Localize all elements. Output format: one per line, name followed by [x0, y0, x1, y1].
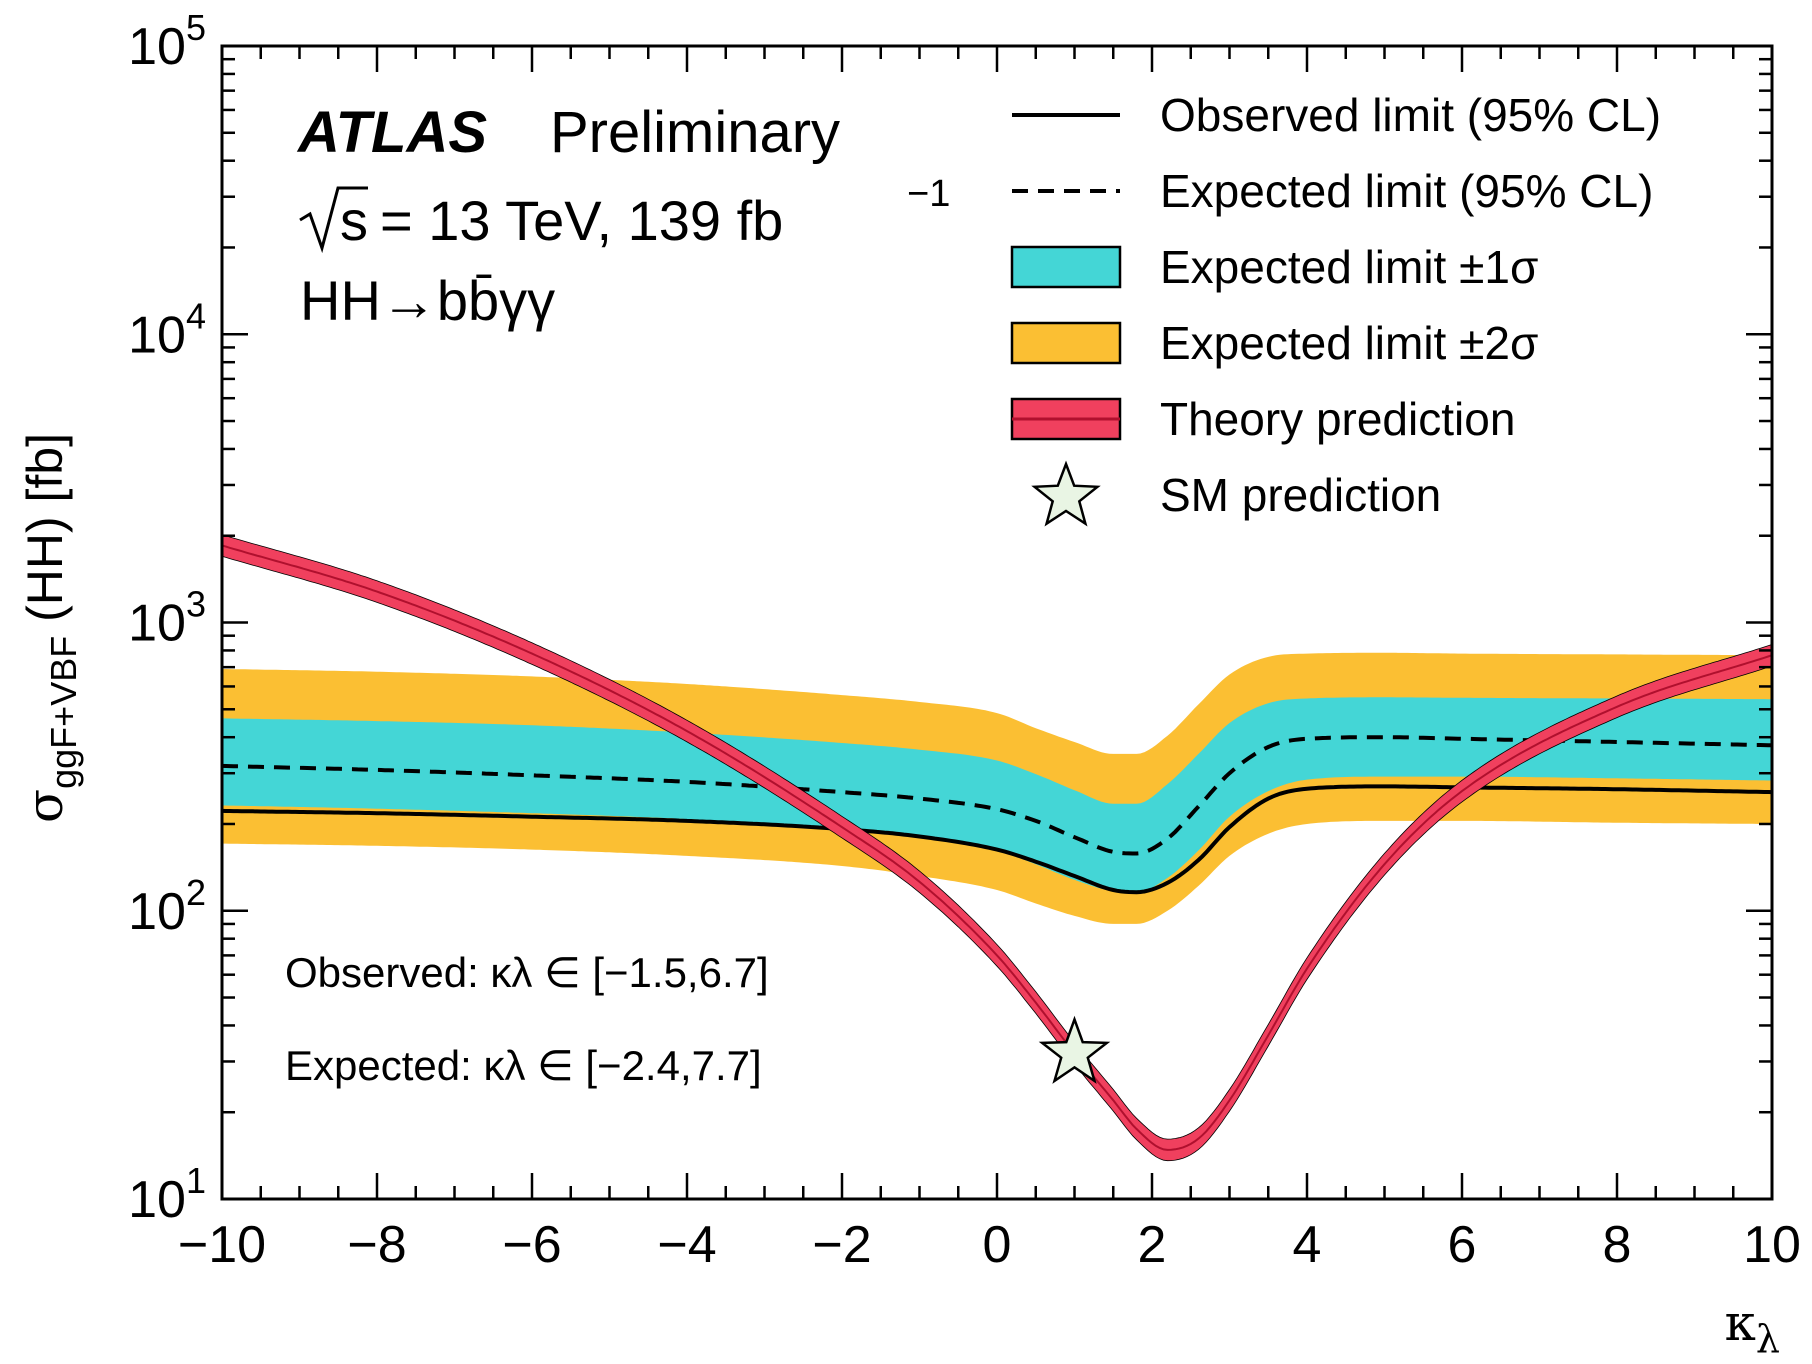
bands-layer [222, 652, 1772, 924]
legend-entry: Observed limit (95% CL) [1012, 89, 1661, 141]
legend-swatch-band1 [1010, 245, 1122, 289]
sm-star-marker [1038, 1015, 1111, 1084]
x-tick-label: −10 [178, 1216, 266, 1274]
x-tick-label: 6 [1448, 1216, 1477, 1274]
observed-line [222, 784, 1772, 895]
legend-label: Expected limit ±1σ [1160, 241, 1538, 293]
legend-label: Expected limit (95% CL) [1160, 165, 1653, 217]
y-tick-label: 105 [128, 7, 206, 76]
legend-swatch-band2 [1010, 321, 1122, 365]
x-tick-label: 8 [1603, 1216, 1632, 1274]
y-tick-labels: 101 102 103 104 105 [128, 7, 206, 1229]
x-axis-title: κλ [1725, 1294, 1780, 1361]
legend-entry: Theory prediction [1010, 393, 1515, 445]
theory-line [222, 544, 1772, 1151]
band-1sigma [222, 697, 1772, 893]
x-tick-label: 10 [1743, 1216, 1801, 1274]
legend: Observed limit (95% CL) Expected limit (9… [1010, 89, 1661, 527]
svg-text:κλ: κλ [1725, 1294, 1780, 1361]
marker-layer [1038, 1015, 1111, 1084]
legend-swatch-star [1031, 460, 1101, 527]
process-label: HH→bb̄γγ [300, 269, 555, 332]
legend-label: Theory prediction [1160, 393, 1515, 445]
legend-label: Expected limit ±2σ [1160, 317, 1538, 369]
svg-text:σggF+VBF (HH) [fb]: σggF+VBF (HH) [fb] [16, 433, 84, 823]
x-tick-label: 4 [1293, 1216, 1322, 1274]
x-tick-label: −6 [502, 1216, 561, 1274]
x-tick-label: −4 [657, 1216, 716, 1274]
legend-label: Observed limit (95% CL) [1160, 89, 1661, 141]
energy-s: s [340, 189, 368, 252]
sqrt-symbol [299, 186, 368, 254]
legend-entry: Expected limit (95% CL) [1012, 165, 1653, 217]
energy-label: s = 13 TeV, 139 fb −1 [299, 173, 950, 254]
atlas-text: ATLAS [296, 100, 487, 165]
y-tick-label: 103 [128, 584, 206, 653]
x-tick-label: 0 [983, 1216, 1012, 1274]
atlas-label: ATLAS Preliminary [296, 100, 840, 165]
observed-interval: Observed: κλ ∈ [−1.5,6.7] [285, 949, 769, 996]
x-tick-label: 2 [1138, 1216, 1167, 1274]
y-axis-title: σggF+VBF (HH) [fb] [16, 433, 84, 823]
ticks-layer [220, 46, 1774, 1201]
status-text: Preliminary [550, 100, 840, 165]
legend-label: SM prediction [1160, 469, 1441, 521]
expected-interval: Expected: κλ ∈ [−2.4,7.7] [285, 1042, 762, 1089]
y-tick-label: 102 [128, 872, 206, 941]
x-tick-label: −8 [347, 1216, 406, 1274]
x-tick-labels: −10 −8 −6 −4 −2 0 2 4 6 8 10 [178, 1216, 1801, 1274]
y-tick-label: 101 [128, 1160, 206, 1229]
lines-layer [222, 534, 1772, 1162]
legend-entry: Expected limit ±1σ [1010, 241, 1538, 293]
lumi-exponent: −1 [907, 173, 950, 215]
legend-entry: SM prediction [1031, 460, 1441, 527]
y-tick-label: 104 [128, 295, 206, 364]
legend-entry: Expected limit ±2σ [1010, 317, 1538, 369]
energy-text: = 13 TeV, 139 fb [380, 189, 783, 252]
x-tick-label: −2 [812, 1216, 871, 1274]
